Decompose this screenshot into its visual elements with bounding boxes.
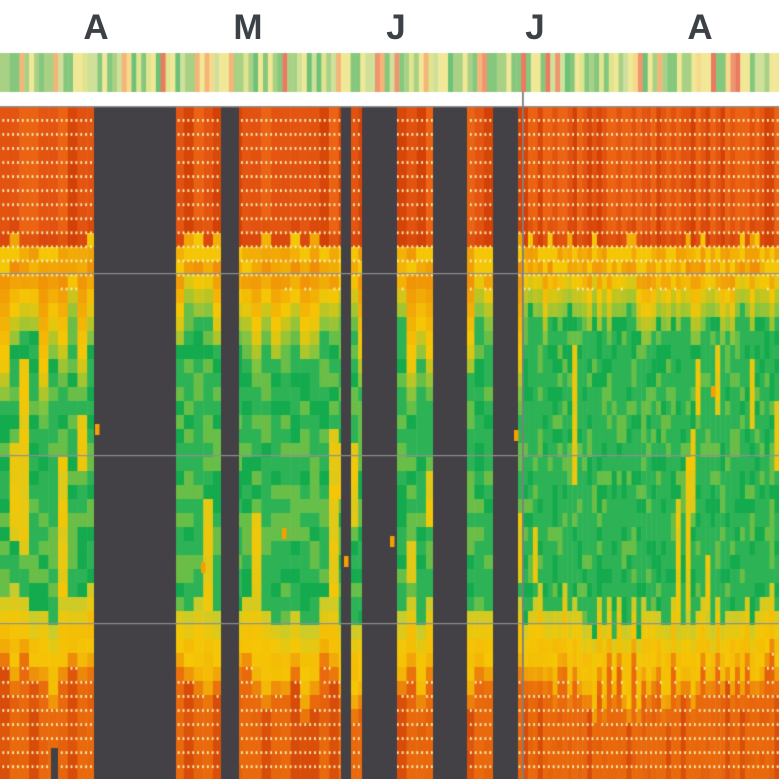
month-label-2: J: [386, 8, 406, 47]
month-label-3: J: [525, 8, 545, 47]
month-label-1: M: [233, 8, 263, 47]
month-label-4: A: [687, 8, 713, 47]
month-label-0: A: [83, 8, 109, 47]
